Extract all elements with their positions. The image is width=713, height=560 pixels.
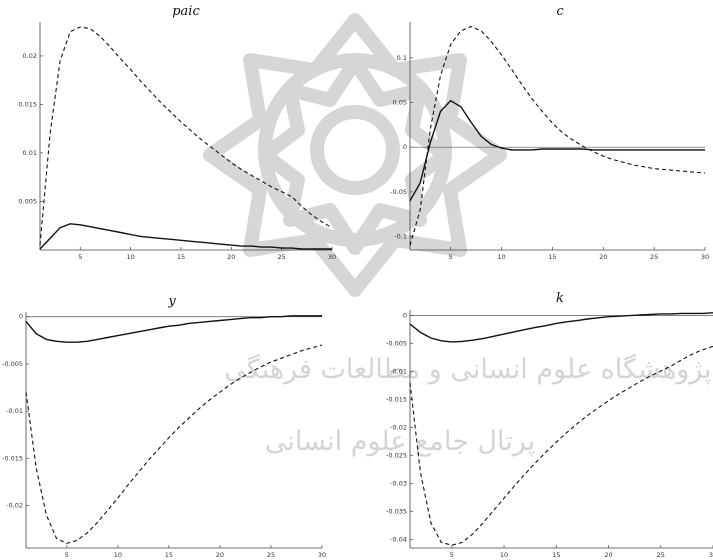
x-tick-label: 20 [599,253,607,261]
solid-series-line [40,224,332,249]
x-tick-label: 20 [604,551,612,559]
y-tick-label: -0.02 [390,424,407,432]
panel-k: k 5 10 15 20 25 30 -0.04 -0.035 -0.03 -0.025 -0.02 -… [386,291,713,559]
dashed-series-line [40,27,332,245]
y-tick-label: 0.05 [393,98,407,106]
x-tick-label: 30 [318,551,326,559]
x-tick-label: 15 [552,551,560,559]
x-tick-label: 25 [650,253,658,261]
x-tick-label: 30 [709,551,713,559]
x-tick-label: 5 [449,253,453,261]
x-tick-label: 30 [328,253,336,261]
y-tick-label: 0.005 [18,197,37,205]
x-tick-label: 20 [216,551,224,559]
y-tick-label: 0 [403,143,407,151]
x-tick-label: 20 [227,253,235,261]
dashed-series-line [410,346,713,545]
y-tick-label: 0.01 [23,149,37,157]
y-tick-label: -0.02 [6,502,23,510]
y-tick-label: -0.025 [386,452,407,460]
panel-title: k [556,291,564,306]
y-tick-label: -0.01 [390,368,407,376]
x-tick-label: 25 [278,253,286,261]
solid-series-line [410,101,705,201]
solid-series-line [26,316,322,342]
y-tick-label: 0 [403,312,407,320]
x-tick-label: 15 [165,551,173,559]
y-tick-label: -0.03 [390,480,407,488]
panel-paic: paic 5 10 15 20 25 30 0.005 0.01 0.015 0.02 [18,4,336,261]
x-tick-label: 10 [126,253,134,261]
y-tick-label: -0.01 [6,407,23,415]
x-tick-label: 15 [177,253,185,261]
y-tick-label: -0.015 [2,454,23,462]
y-tick-label: -0.005 [386,340,407,348]
panel-title: paic [172,4,200,19]
y-tick-label: 0.1 [397,54,407,62]
panel-c: c 5 10 15 20 25 30 -0.1 -0.05 0 0.05 0.1 [390,4,709,261]
y-tick-label: -0.015 [386,396,407,404]
solid-series-line [410,313,713,342]
x-tick-label: 25 [657,551,665,559]
y-tick-label: -0.035 [386,508,407,516]
y-tick-label: 0.015 [18,100,37,108]
y-tick-label: -0.05 [390,188,407,196]
y-tick-label: -0.1 [394,233,407,241]
x-tick-label: 5 [450,551,454,559]
y-tick-label: -0.005 [2,360,23,368]
y-tick-label: 0.02 [23,52,37,60]
x-tick-label: 5 [78,253,82,261]
x-tick-label: 10 [497,253,505,261]
x-tick-label: 15 [548,253,556,261]
x-tick-label: 10 [500,551,508,559]
y-tick-label: 0 [19,313,23,321]
x-tick-label: 30 [701,253,709,261]
dashed-series-line [26,345,322,543]
panel-title: c [556,4,564,19]
x-tick-label: 10 [114,551,122,559]
panel-title: y [167,294,176,309]
panel-y: y 5 10 15 20 25 30 -0.02 -0.015 -0.01 -0.005 0 [2,294,326,559]
y-tick-label: -0.04 [390,536,407,544]
x-tick-label: 5 [65,551,69,559]
dashed-series-line [410,27,705,246]
x-tick-label: 25 [267,551,275,559]
